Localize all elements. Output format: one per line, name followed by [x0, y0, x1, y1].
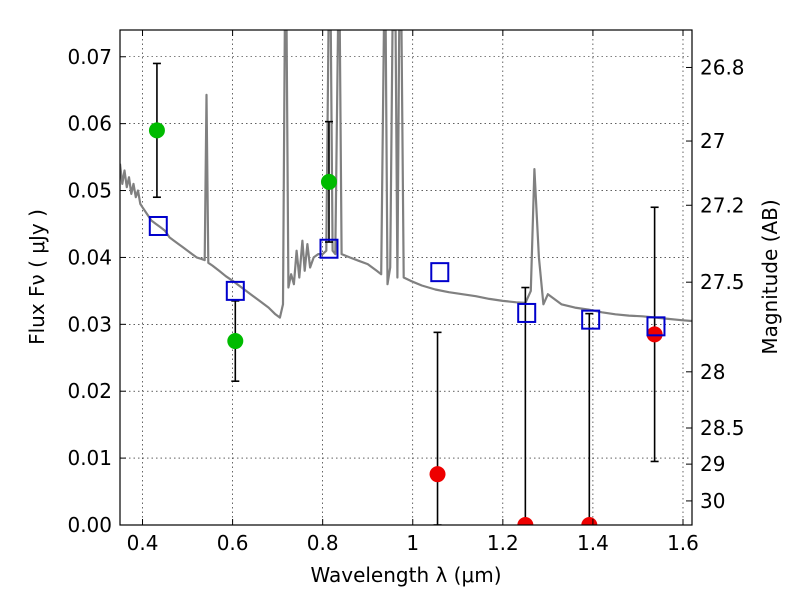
- right-tick-label: 30: [700, 489, 725, 513]
- model-photometry-point: [581, 309, 601, 330]
- model-photometry-point: [319, 238, 339, 259]
- y-tick-label: 0.06: [67, 112, 112, 136]
- data-point: [227, 333, 244, 350]
- x-axis-label: Wavelength λ (μm): [310, 563, 501, 587]
- right-tick-label: 29: [700, 452, 725, 476]
- data-point: [517, 517, 534, 525]
- plot-area: [120, 30, 692, 525]
- y-tick-label: 0.05: [67, 179, 112, 203]
- model-photometry-point: [430, 262, 450, 283]
- model-spectrum-line: [120, 30, 692, 323]
- data-point: [148, 122, 165, 139]
- x-tick-label: 0.8: [307, 531, 339, 555]
- y-tick-label: 0.04: [67, 245, 112, 269]
- x-tick-label: 1.6: [667, 531, 699, 555]
- x-tick-label: 1.4: [577, 531, 609, 555]
- y-tick-label: 0.03: [67, 312, 112, 336]
- plot-frame: [119, 29, 693, 526]
- data-point: [320, 173, 337, 190]
- right-tick-label: 27.2: [700, 193, 745, 217]
- y-tick-label: 0.07: [67, 45, 112, 69]
- model-photometry-point: [646, 316, 666, 337]
- model-photometry-point: [225, 280, 245, 301]
- y-tick-label: 0.02: [67, 379, 112, 403]
- right-tick-label: 27.5: [700, 270, 745, 294]
- x-tick-label: 1.2: [487, 531, 519, 555]
- grid: [120, 30, 692, 526]
- right-tick-label: 26.8: [700, 55, 745, 79]
- y-tick-label: 0.00: [67, 513, 112, 537]
- x-tick-label: 0.4: [127, 531, 159, 555]
- x-tick-label: 1: [406, 531, 419, 555]
- model-photometry-point: [148, 215, 168, 236]
- right-tick-label: 28.5: [700, 416, 745, 440]
- axis-ticks: 0.4 0.6 0.8 1 1.2 1.4 1.6 0.00 0.01 0.02 0.03 0.04 0…: [67, 30, 745, 555]
- right-axis-label: Magnitude (AB): [758, 199, 782, 354]
- x-tick-label: 0.6: [217, 531, 249, 555]
- right-tick-label: 28: [700, 360, 725, 384]
- y-axis-label: Flux Fν ( μJy ): [25, 209, 49, 345]
- y-tick-label: 0.01: [67, 446, 112, 470]
- right-tick-label: 27: [700, 129, 725, 153]
- data-point: [429, 466, 446, 483]
- model-photometry-point: [517, 302, 537, 323]
